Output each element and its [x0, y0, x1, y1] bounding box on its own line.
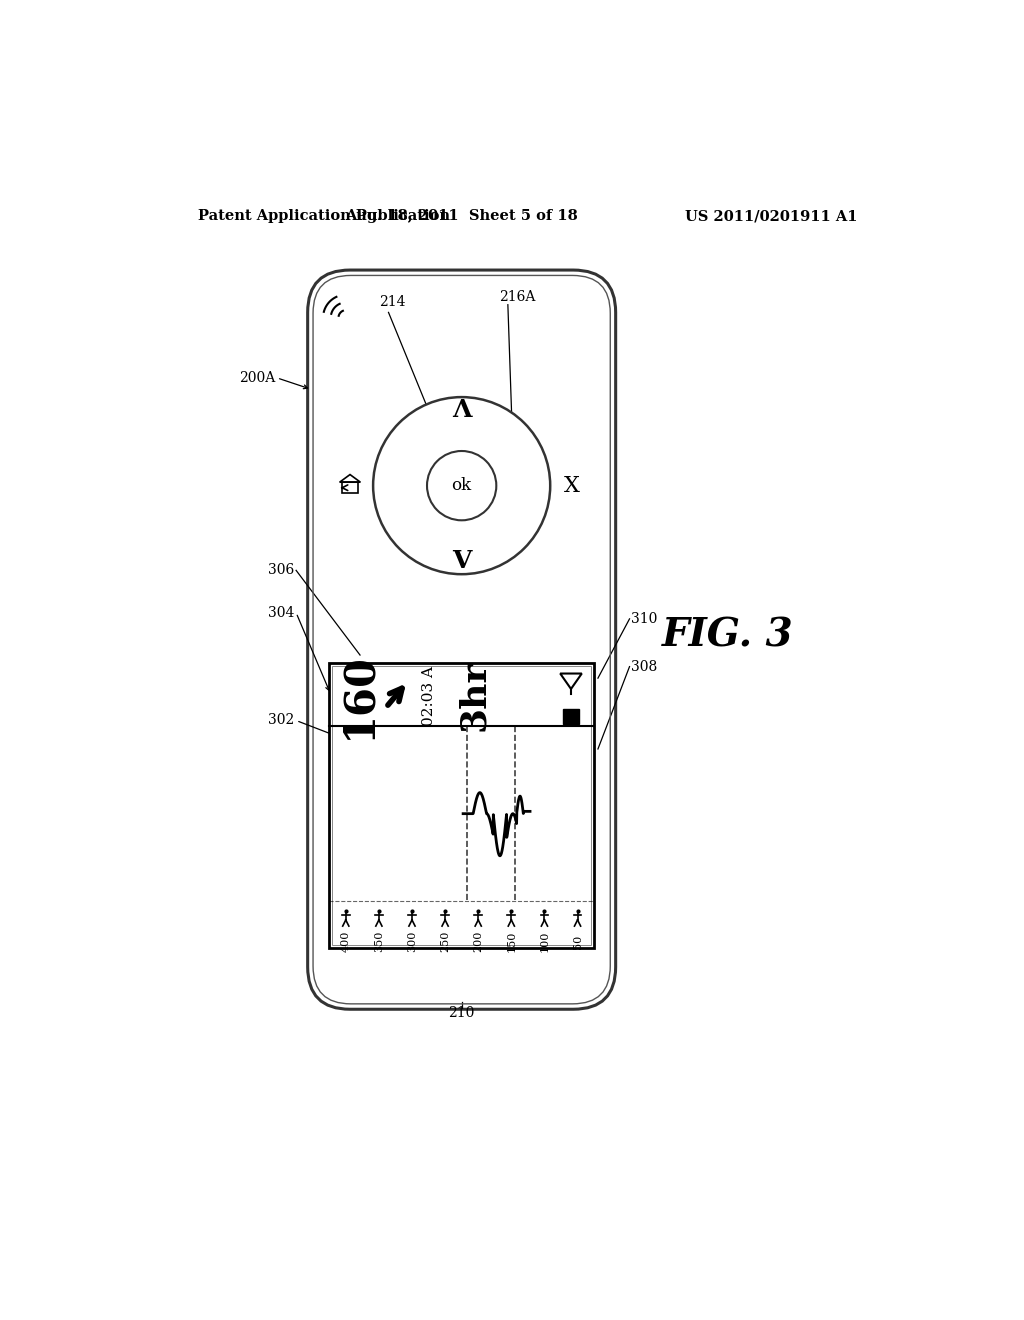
Text: US 2011/0201911 A1: US 2011/0201911 A1	[685, 209, 857, 223]
Text: 200A: 200A	[239, 371, 275, 385]
Text: 308: 308	[631, 660, 657, 673]
Text: 200: 200	[473, 931, 483, 952]
Text: 150: 150	[506, 931, 516, 952]
Text: 250: 250	[440, 931, 451, 952]
Text: Patent Application Publication: Patent Application Publication	[199, 209, 451, 223]
Text: Λ: Λ	[452, 399, 471, 422]
Text: 02:03 A: 02:03 A	[422, 665, 436, 726]
Text: 160: 160	[338, 652, 380, 739]
Text: 400: 400	[341, 931, 351, 952]
FancyBboxPatch shape	[307, 271, 615, 1010]
Text: Aug. 18, 2011  Sheet 5 of 18: Aug. 18, 2011 Sheet 5 of 18	[345, 209, 578, 223]
Text: 216A: 216A	[499, 290, 536, 304]
Text: 100: 100	[540, 931, 550, 952]
Text: 300: 300	[407, 931, 417, 952]
Text: X: X	[564, 475, 580, 496]
Text: 50: 50	[572, 935, 583, 949]
Bar	[563, 709, 579, 725]
Circle shape	[427, 451, 497, 520]
Bar	[330, 663, 594, 948]
Text: 310: 310	[631, 612, 657, 626]
Text: 302: 302	[268, 714, 295, 727]
Circle shape	[373, 397, 550, 574]
Text: 304: 304	[268, 606, 295, 619]
Text: 210: 210	[449, 1006, 475, 1020]
Text: 306: 306	[268, 564, 295, 577]
Text: 3hr: 3hr	[457, 660, 490, 731]
Text: ok: ok	[452, 477, 472, 494]
Bar	[333, 665, 591, 945]
Text: 350: 350	[374, 931, 384, 952]
Text: V: V	[452, 549, 471, 573]
Bar	[342, 482, 358, 494]
Text: 214: 214	[379, 296, 406, 309]
Text: FIG. 3: FIG. 3	[662, 616, 794, 655]
